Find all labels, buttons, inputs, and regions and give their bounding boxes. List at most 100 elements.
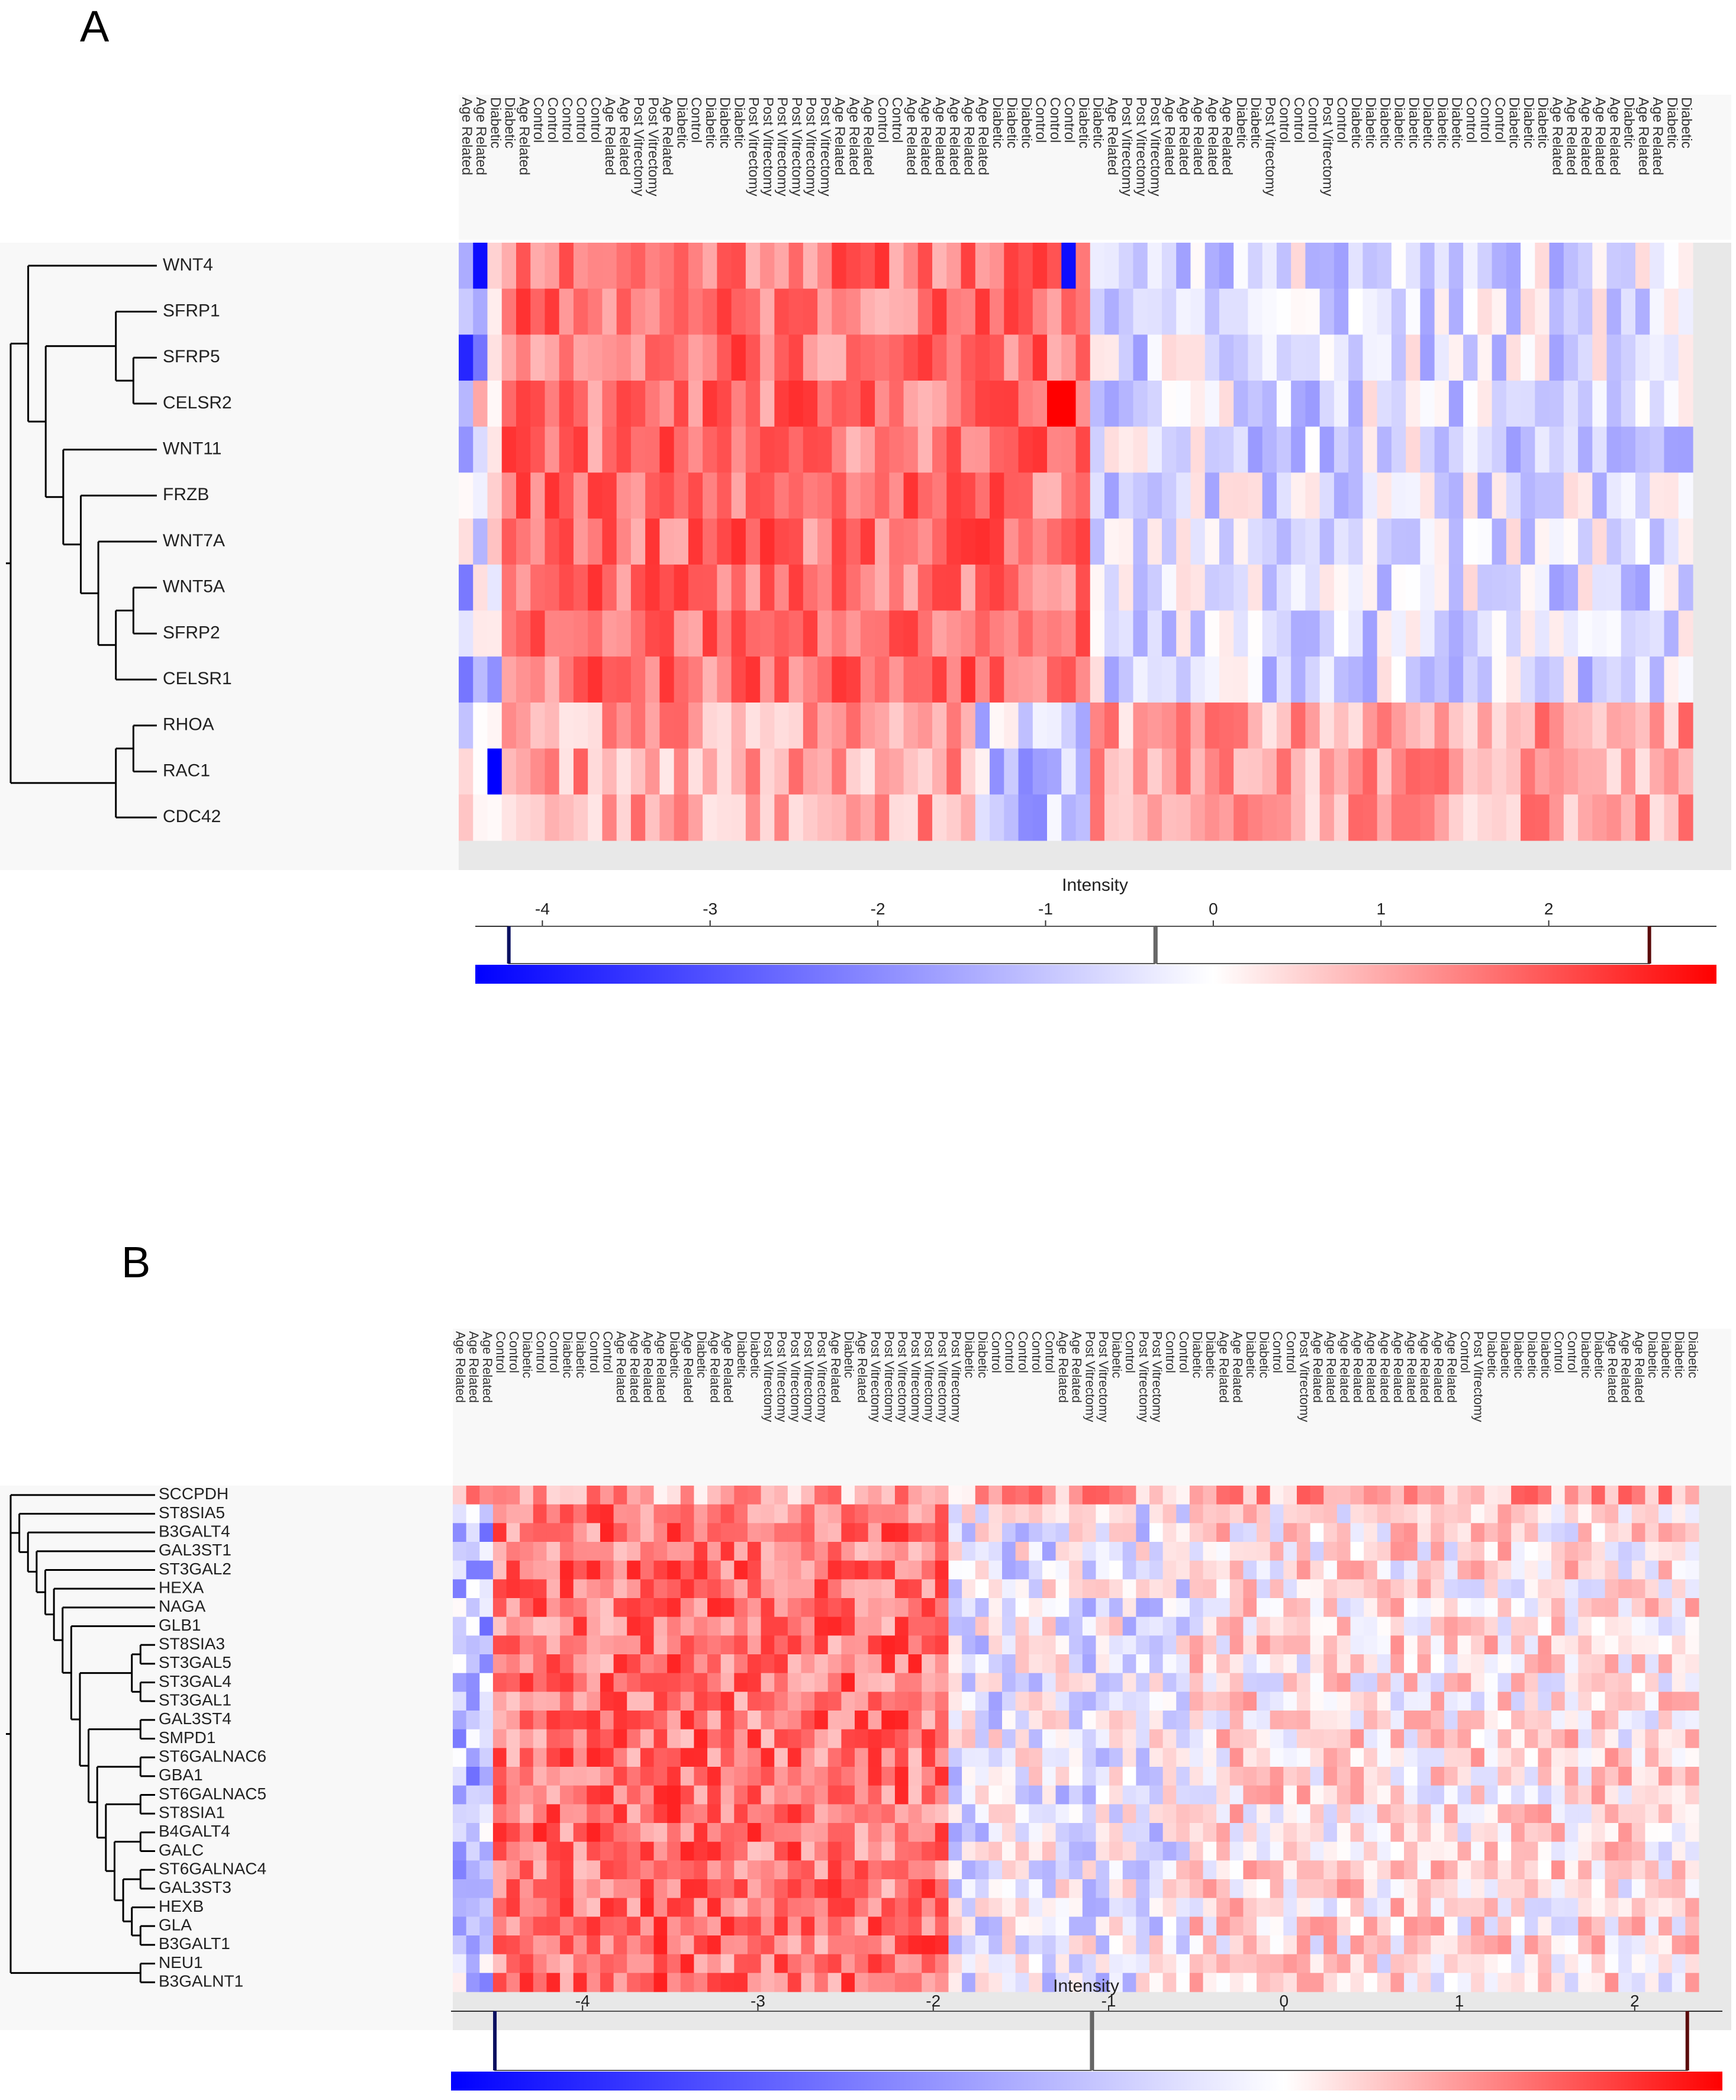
heatmap-cell <box>1549 702 1564 749</box>
heatmap-cell <box>903 334 919 381</box>
heatmap-cell <box>1417 1729 1431 1748</box>
heatmap-cell <box>680 1504 695 1524</box>
column-label: Age Related <box>516 97 532 175</box>
heatmap-cell <box>1444 1954 1458 1973</box>
heatmap-cell <box>1497 1860 1512 1880</box>
heatmap-cell <box>717 472 732 519</box>
heatmap-cell <box>881 1729 896 1748</box>
heatmap-cell <box>1524 1504 1538 1524</box>
heatmap-cell <box>1018 472 1033 519</box>
heatmap-cell <box>1090 794 1105 841</box>
heatmap-cell <box>1283 1785 1297 1805</box>
heatmap-cell <box>1631 1486 1646 1505</box>
heatmap-cell <box>962 1917 976 1936</box>
heatmap-cell <box>1671 1898 1686 1917</box>
heatmap-cell <box>1484 1654 1499 1674</box>
heatmap-cell <box>1122 1954 1136 1973</box>
heatmap-cell <box>1042 1935 1057 1955</box>
heatmap-cell <box>1621 288 1636 335</box>
heatmap-cell <box>1002 1917 1016 1936</box>
heatmap-cell <box>1650 472 1665 519</box>
heatmap-cell <box>1635 334 1650 381</box>
heatmap-cell <box>688 748 703 795</box>
heatmap-cell <box>479 1523 494 1542</box>
heatmap-cell <box>1551 1579 1566 1599</box>
heatmap-cell <box>645 702 661 749</box>
heatmap-cell <box>1591 1598 1606 1618</box>
heatmap-cell <box>1685 1748 1699 1767</box>
heatmap-cell <box>653 1504 668 1524</box>
heatmap-cell <box>1176 1635 1190 1655</box>
heatmap-cell <box>1605 1917 1619 1936</box>
column-label: Age Related <box>1337 1331 1352 1403</box>
heatmap-cell <box>659 472 675 519</box>
heatmap-cell <box>1404 1729 1418 1748</box>
heatmap-cell <box>1511 1917 1525 1936</box>
heatmap-cell <box>1463 656 1478 703</box>
heatmap-cell <box>817 610 832 657</box>
heatmap-cell <box>787 1654 802 1674</box>
heatmap-cell <box>1497 1542 1512 1561</box>
heatmap-cell <box>1524 1898 1538 1917</box>
row-label: SFRP5 <box>163 347 220 366</box>
heatmap-cell <box>922 1767 936 1786</box>
heatmap-cell <box>747 1542 762 1561</box>
heatmap-cell <box>1190 472 1206 519</box>
scale-tick-label: 2 <box>1544 900 1554 918</box>
heatmap-cell <box>1578 426 1593 474</box>
heatmap-cell <box>946 381 962 427</box>
heatmap-cell <box>1122 1917 1136 1936</box>
heatmap-cell <box>881 1804 896 1824</box>
heatmap-cell <box>1109 1767 1123 1786</box>
heatmap-cell <box>868 1692 882 1711</box>
heatmap-cell <box>600 1523 614 1542</box>
heatmap-cell <box>903 243 919 289</box>
heatmap-cell <box>717 426 732 474</box>
heatmap-cell <box>520 1954 534 1973</box>
scale-tick-label: -3 <box>703 900 717 918</box>
heatmap-cell <box>1685 1654 1699 1674</box>
heatmap-cell <box>917 656 933 703</box>
heatmap-cell <box>787 1785 802 1805</box>
heatmap-cell <box>975 564 990 611</box>
heatmap-cell <box>908 1635 922 1655</box>
heatmap-cell <box>908 1692 922 1711</box>
heatmap-cell <box>1463 564 1478 611</box>
heatmap-cell <box>645 288 661 335</box>
heatmap-cell <box>788 564 804 611</box>
heatmap-cell <box>788 794 804 841</box>
heatmap-cell <box>881 1504 896 1524</box>
heatmap-cell <box>1431 1785 1445 1805</box>
heatmap-cell <box>990 426 1004 474</box>
heatmap-cell <box>1229 1898 1244 1917</box>
heatmap-cell <box>1377 1841 1391 1861</box>
heatmap-cell <box>761 1954 775 1973</box>
heatmap-cell <box>827 1973 842 1992</box>
heatmap-cell <box>1189 1523 1204 1542</box>
heatmap-cell <box>1176 1935 1190 1955</box>
heatmap-cell <box>1270 1767 1284 1786</box>
heatmap-cell <box>600 1860 614 1880</box>
heatmap-cell <box>466 1579 480 1599</box>
heatmap-cell <box>1204 794 1220 841</box>
heatmap-cell <box>1497 1748 1512 1767</box>
heatmap-cell <box>506 1616 520 1636</box>
heatmap-cell <box>1431 1560 1445 1580</box>
heatmap-cell <box>962 1560 976 1580</box>
heatmap-cell <box>962 1973 976 1992</box>
heatmap-cell <box>787 1860 802 1880</box>
heatmap-cell <box>573 1823 587 1843</box>
heatmap-cell <box>1591 1841 1606 1861</box>
heatmap-cell <box>667 1767 681 1786</box>
heatmap-cell <box>707 1616 722 1636</box>
heatmap-cell <box>613 1692 627 1711</box>
heatmap-cell <box>640 1486 655 1505</box>
heatmap-cell <box>587 1748 601 1767</box>
heatmap-cell <box>868 1898 882 1917</box>
heatmap-cell <box>1147 518 1162 565</box>
heatmap-cell <box>922 1523 936 1542</box>
heatmap-cell <box>640 1504 655 1524</box>
heatmap-cell <box>1055 1711 1070 1730</box>
